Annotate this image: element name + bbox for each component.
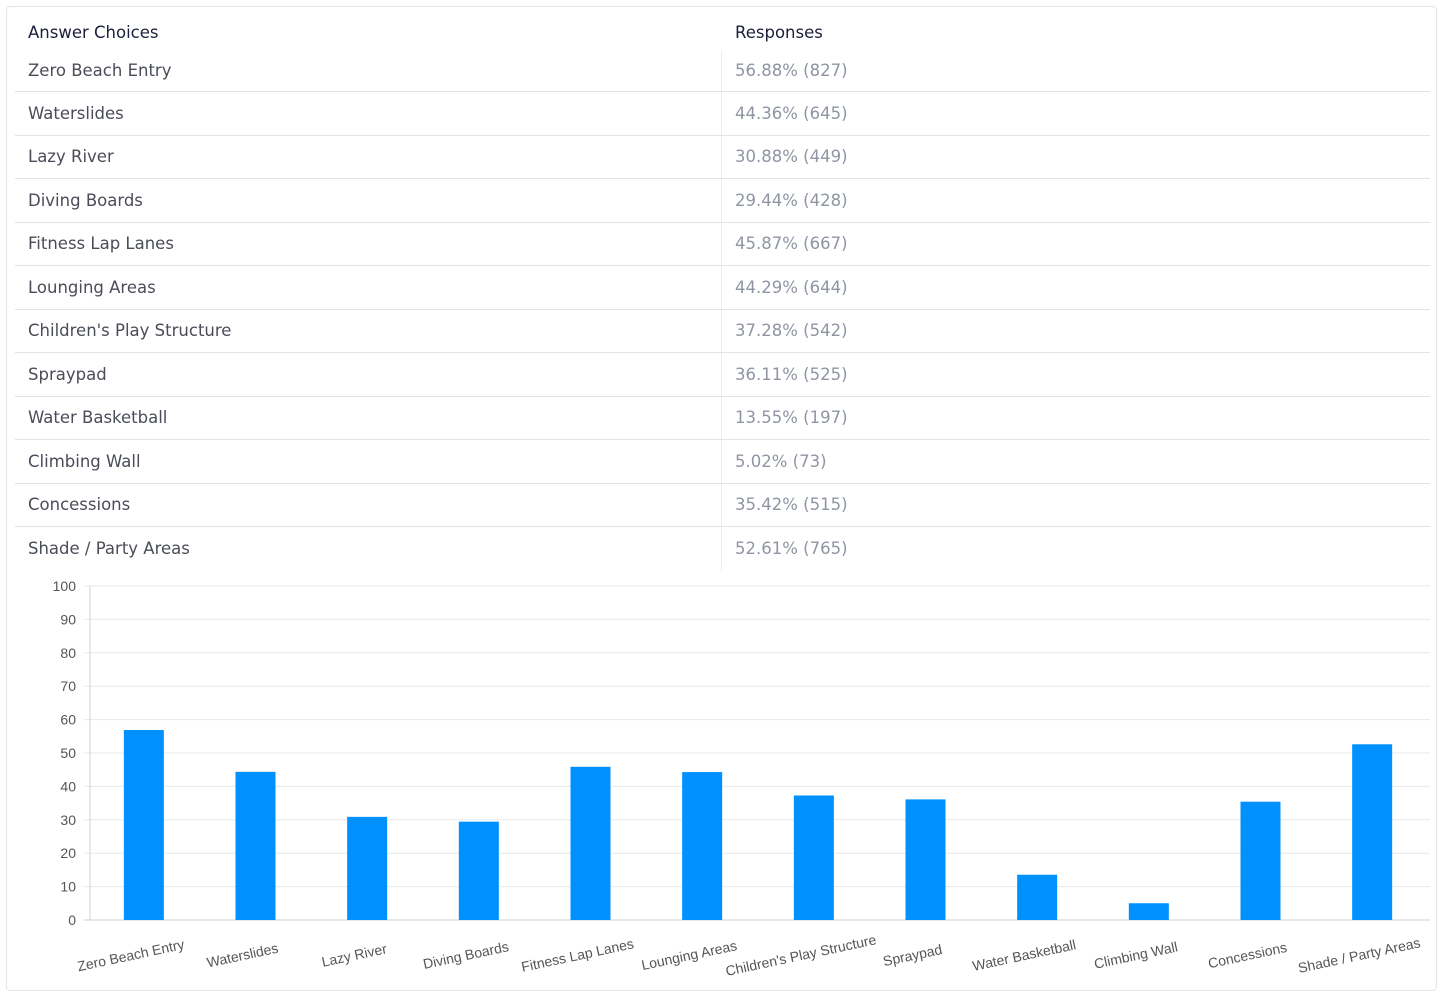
- response-cell: 30.88% (449): [735, 147, 848, 167]
- table-row: Zero Beach Entry 56.88% (827): [15, 50, 1430, 92]
- answer-choice-cell: Zero Beach Entry: [15, 50, 722, 91]
- x-tick-label: Diving Boards: [422, 938, 511, 972]
- answer-choice-cell: Fitness Lap Lanes: [15, 222, 722, 265]
- response-cell: 5.02% (73): [735, 451, 827, 471]
- table-header: Answer Choices Responses: [15, 14, 1430, 50]
- y-tick-label: 90: [60, 611, 76, 627]
- answer-choice-cell: Water Basketball: [15, 396, 722, 439]
- x-tick-label: Waterslides: [205, 940, 279, 971]
- table-body: Zero Beach Entry 56.88% (827) Waterslides 4…: [15, 50, 1430, 571]
- answer-choice-cell: Waterslides: [15, 92, 722, 135]
- table-row: Water Basketball 13.55% (197): [15, 396, 1430, 440]
- y-tick-label: 0: [68, 912, 76, 928]
- table-row: Waterslides 44.36% (645): [15, 92, 1430, 136]
- answer-choice-cell: Lazy River: [15, 135, 722, 178]
- bar: [1240, 801, 1281, 920]
- table-row: Lounging Areas 44.29% (644): [15, 266, 1430, 310]
- y-tick-label: 60: [60, 712, 76, 728]
- table-row: Lazy River 30.88% (449): [15, 135, 1430, 179]
- y-tick-label: 40: [60, 778, 76, 794]
- table-row: Shade / Party Areas 52.61% (765): [15, 527, 1430, 571]
- response-cell: 36.11% (525): [735, 364, 848, 384]
- bar: [123, 730, 164, 920]
- table-row: Concessions 35.42% (515): [15, 483, 1430, 527]
- x-tick-label: Spraypad: [881, 941, 943, 969]
- y-tick-label: 30: [60, 812, 76, 828]
- x-tick-label: Lounging Areas: [640, 937, 739, 973]
- bar: [1017, 874, 1058, 920]
- response-cell: 56.88% (827): [735, 61, 848, 80]
- bar: [235, 771, 276, 920]
- table-row: Climbing Wall 5.02% (73): [15, 440, 1430, 484]
- x-tick-label: Climbing Wall: [1093, 938, 1180, 971]
- table-row: Spraypad 36.11% (525): [15, 353, 1430, 397]
- bar: [793, 795, 834, 920]
- y-tick-label: 100: [53, 578, 77, 594]
- x-tick-label: Zero Beach Entry: [76, 936, 186, 974]
- table-row: Children's Play Structure 37.28% (542): [15, 309, 1430, 353]
- answer-choice-cell: Diving Boards: [15, 179, 722, 222]
- y-tick-label: 50: [60, 745, 76, 761]
- answer-choice-cell: Children's Play Structure: [15, 309, 722, 352]
- x-tick-label: Fitness Lap Lanes: [520, 935, 635, 974]
- bar: [458, 821, 499, 920]
- x-tick-label: Lazy River: [320, 940, 388, 969]
- y-tick-label: 80: [60, 645, 76, 661]
- x-tick-label: Children's Play Structure: [724, 931, 878, 979]
- response-cell: 44.29% (644): [735, 277, 848, 297]
- answer-choice-cell: Spraypad: [15, 353, 722, 396]
- x-tick-label: Shade / Party Areas: [1297, 934, 1422, 976]
- y-tick-label: 10: [60, 879, 76, 895]
- answer-choices-header: Answer Choices: [28, 22, 159, 42]
- bar-chart: 0 10 20 30 40 50 60 70 80 90 100 Zero Beach Entry Wa…: [53, 578, 1430, 979]
- y-tick-label: 70: [60, 678, 76, 694]
- bar: [347, 816, 388, 920]
- table-row: Fitness Lap Lanes 45.87% (667): [15, 222, 1430, 266]
- responses-table: Answer Choices Responses Zero Beach Entr…: [15, 14, 1430, 571]
- bar: [682, 772, 723, 920]
- response-cell: 45.87% (667): [735, 234, 848, 254]
- answer-choice-cell: Concessions: [15, 483, 722, 526]
- y-tick-label: 20: [60, 845, 76, 861]
- response-cell: 52.61% (765): [735, 539, 848, 559]
- answer-choice-cell: Climbing Wall: [15, 440, 722, 483]
- answer-choice-cell: Lounging Areas: [15, 266, 722, 309]
- bar: [570, 766, 611, 920]
- bar: [1352, 744, 1393, 920]
- bar: [1128, 903, 1169, 920]
- answer-choice-cell: Shade / Party Areas: [15, 527, 722, 571]
- bar: [905, 799, 946, 920]
- table-row: Diving Boards 29.44% (428): [15, 179, 1430, 223]
- x-tick-label: Concessions: [1207, 939, 1289, 971]
- response-cell: 13.55% (197): [735, 408, 848, 428]
- x-tick-label: Water Basketball: [971, 936, 1077, 974]
- responses-header: Responses: [735, 22, 823, 42]
- response-cell: 35.42% (515): [735, 495, 848, 515]
- response-cell: 44.36% (645): [735, 103, 848, 123]
- response-cell: 37.28% (542): [735, 321, 848, 341]
- response-cell: 29.44% (428): [735, 190, 848, 210]
